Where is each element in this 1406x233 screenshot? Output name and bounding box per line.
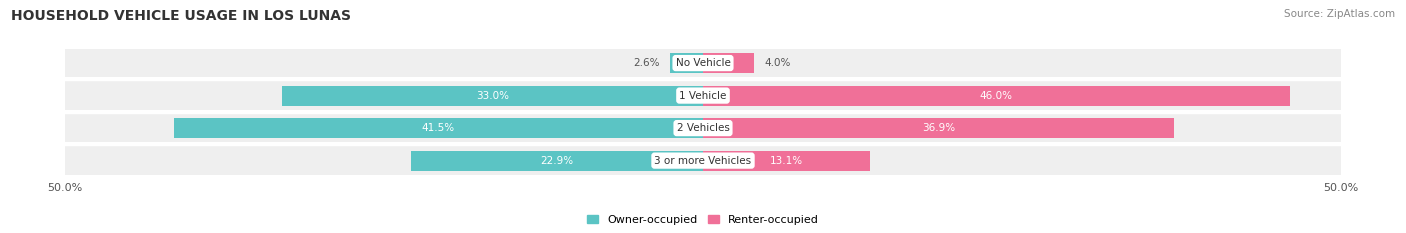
Bar — [703, 118, 1174, 138]
Text: 36.9%: 36.9% — [922, 123, 955, 133]
Bar — [703, 147, 1341, 175]
Bar — [65, 82, 703, 110]
Bar — [703, 53, 754, 73]
Text: 41.5%: 41.5% — [422, 123, 454, 133]
Bar — [703, 82, 1341, 110]
Text: 50.0%: 50.0% — [48, 183, 83, 193]
Text: 13.1%: 13.1% — [770, 156, 803, 166]
Bar — [411, 151, 703, 171]
Text: 3 or more Vehicles: 3 or more Vehicles — [654, 156, 752, 166]
Text: HOUSEHOLD VEHICLE USAGE IN LOS LUNAS: HOUSEHOLD VEHICLE USAGE IN LOS LUNAS — [11, 9, 352, 23]
Text: 46.0%: 46.0% — [980, 91, 1012, 101]
Text: 4.0%: 4.0% — [765, 58, 790, 68]
Bar — [173, 118, 703, 138]
Legend: Owner-occupied, Renter-occupied: Owner-occupied, Renter-occupied — [582, 210, 824, 229]
Text: Source: ZipAtlas.com: Source: ZipAtlas.com — [1284, 9, 1395, 19]
Text: 1 Vehicle: 1 Vehicle — [679, 91, 727, 101]
Bar — [65, 49, 703, 77]
Bar — [703, 86, 1289, 106]
Bar — [703, 114, 1341, 142]
Bar — [283, 86, 703, 106]
Bar — [669, 53, 703, 73]
Bar — [65, 147, 703, 175]
Text: 2 Vehicles: 2 Vehicles — [676, 123, 730, 133]
Text: 22.9%: 22.9% — [540, 156, 574, 166]
Text: No Vehicle: No Vehicle — [675, 58, 731, 68]
Text: 33.0%: 33.0% — [477, 91, 509, 101]
Text: 2.6%: 2.6% — [633, 58, 659, 68]
Text: 50.0%: 50.0% — [1323, 183, 1358, 193]
Bar — [703, 151, 870, 171]
Bar — [703, 49, 1341, 77]
Bar — [65, 114, 703, 142]
